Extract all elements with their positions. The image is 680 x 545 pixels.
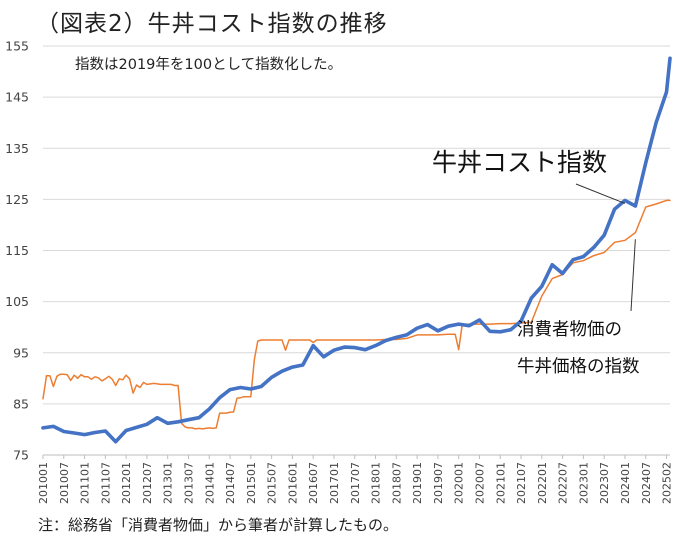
x-tick-label-5: 201207 — [141, 462, 154, 504]
x-tick-label-22: 202101 — [494, 462, 507, 504]
y-tick-label-1: 85 — [13, 396, 29, 411]
y-axis-tick-labels: 75 85 95 105 115 125 135 145 155 — [5, 39, 29, 463]
x-tick-label-0: 201001 — [37, 462, 50, 504]
gridlines — [43, 45, 670, 456]
y-tick-label-0: 75 — [13, 448, 29, 463]
x-tick-label-3: 201107 — [99, 462, 112, 504]
x-tick-label-21: 202007 — [473, 462, 486, 504]
x-tick-label-4: 201201 — [120, 462, 133, 504]
y-tick-label-7: 145 — [5, 90, 29, 105]
y-tick-label-6: 135 — [5, 141, 29, 156]
x-tick-label-30: 202502 — [661, 462, 674, 504]
x-tick-label-16: 201801 — [370, 462, 383, 504]
series-label-1-leader — [630, 239, 636, 312]
y-tick-label-5: 125 — [5, 192, 29, 207]
chart-note: 注：総務省「消費者物価」から筆者が計算したもの。 — [38, 516, 399, 534]
x-tick-label-26: 202301 — [577, 462, 590, 504]
x-tick-label-8: 201401 — [203, 462, 216, 504]
x-tick-label-9: 201407 — [224, 462, 237, 504]
x-tick-label-15: 201707 — [349, 462, 362, 504]
x-tick-label-14: 201701 — [328, 462, 341, 504]
x-tick-label-23: 202107 — [515, 462, 528, 504]
series-label-1-line-1: 牛丼価格の指数 — [517, 357, 640, 377]
series-label-1-line-0: 消費者物価の — [517, 320, 622, 340]
x-tick-label-12: 201601 — [286, 462, 299, 504]
series-label-0: 牛丼コスト指数 — [432, 148, 607, 177]
x-tick-label-24: 202201 — [536, 462, 549, 504]
series-lines — [41, 56, 672, 444]
y-tick-label-8: 155 — [5, 39, 29, 54]
y-tick-label-2: 95 — [13, 345, 29, 360]
x-tick-label-2: 201101 — [79, 462, 92, 504]
chart-subtitle: 指数は2019年を100として指数化した。 — [75, 56, 342, 73]
series-label-0-leader — [575, 183, 626, 204]
chart-title: （図表2）牛丼コスト指数の推移 — [36, 11, 388, 37]
x-tick-label-7: 201307 — [182, 462, 195, 504]
x-tick-label-25: 202207 — [557, 462, 570, 504]
x-tick-label-27: 202307 — [598, 462, 611, 504]
x-tick-label-20: 202001 — [453, 462, 466, 504]
x-tick-label-28: 202401 — [619, 462, 632, 504]
x-tick-label-10: 201501 — [245, 462, 258, 504]
series-line-0 — [41, 56, 672, 444]
x-tick-label-11: 201507 — [266, 462, 279, 504]
y-tick-label-3: 105 — [5, 294, 29, 309]
x-tick-label-29: 202407 — [640, 462, 653, 504]
x-tick-label-17: 201807 — [390, 462, 403, 504]
x-tick-label-1: 201007 — [58, 462, 71, 504]
x-axis-tick-labels: 201001 201007 201101 201107 201201 201207 2013… — [37, 455, 674, 504]
x-tick-label-13: 201607 — [307, 462, 320, 504]
x-tick-label-19: 201907 — [432, 462, 445, 504]
y-tick-label-4: 115 — [5, 243, 29, 258]
x-tick-label-18: 201901 — [411, 462, 424, 504]
series-line-1 — [42, 199, 671, 430]
x-tick-label-6: 201301 — [162, 462, 175, 504]
